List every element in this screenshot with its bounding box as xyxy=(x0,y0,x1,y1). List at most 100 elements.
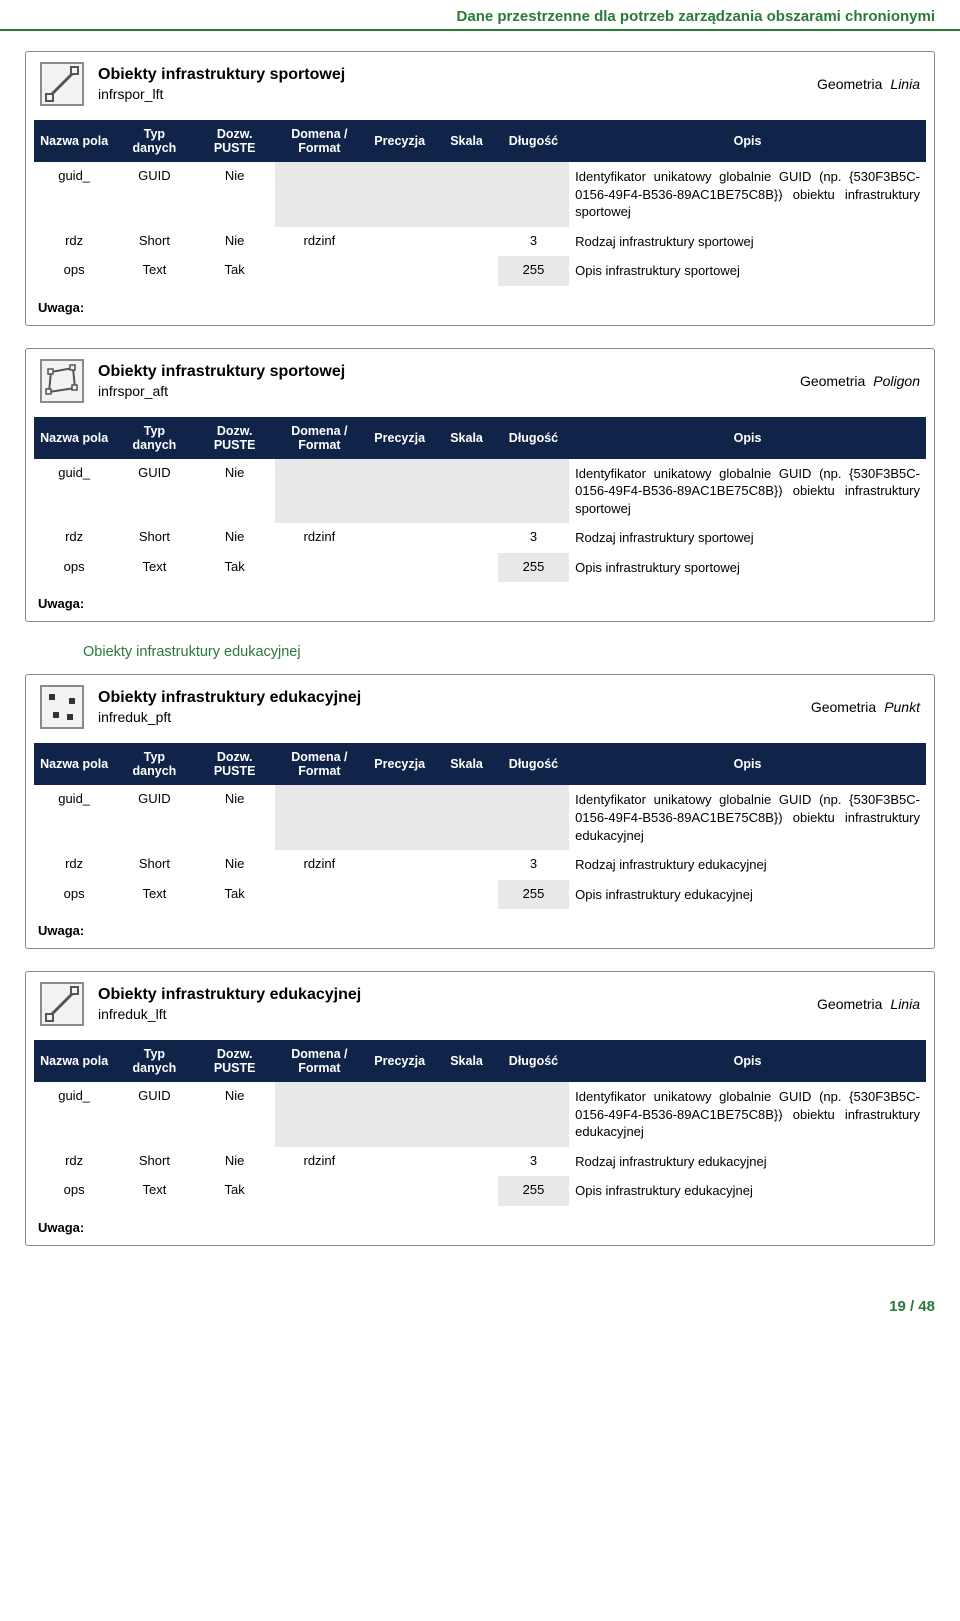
uwaga-label: Uwaga: xyxy=(26,294,934,325)
col-dlugosc: Długość xyxy=(498,417,569,459)
box-header: Obiekty infrastruktury sportowejinfrspor… xyxy=(26,52,934,114)
cell-opis: Opis infrastruktury sportowej xyxy=(569,256,926,286)
geometry-label: Geometria xyxy=(817,76,882,92)
point-geometry-icon xyxy=(40,685,84,729)
box-header: Obiekty infrastruktury edukacyjnejinfred… xyxy=(26,675,934,737)
cell-prec xyxy=(364,1147,435,1177)
cell-skala xyxy=(435,880,497,910)
cell-domena xyxy=(275,880,364,910)
cell-skala xyxy=(435,785,497,850)
table-row: rdzShortNierdzinf3Rodzaj infrastruktury … xyxy=(34,850,926,880)
col-skala: Skala xyxy=(435,743,497,785)
cell-nazwa: rdz xyxy=(34,523,114,553)
col-typ: Typ danych xyxy=(114,417,194,459)
cell-dozw: Tak xyxy=(195,553,275,583)
cell-domena xyxy=(275,162,364,227)
cell-dozw: Nie xyxy=(195,162,275,227)
cell-dozw: Nie xyxy=(195,1147,275,1177)
cell-skala xyxy=(435,1176,497,1206)
col-precyzja: Precyzja xyxy=(364,120,435,162)
cell-typ: Short xyxy=(114,850,194,880)
cell-opis: Identyfikator unikatowy globalnie GUID (… xyxy=(569,785,926,850)
box-titles: Obiekty infrastruktury sportowejinfrspor… xyxy=(98,66,803,102)
geometry-label: Geometria xyxy=(800,373,865,389)
table-row: rdzShortNierdzinf3Rodzaj infrastruktury … xyxy=(34,227,926,257)
cell-skala xyxy=(435,850,497,880)
box-title: Obiekty infrastruktury sportowej xyxy=(98,363,786,381)
page-footer: 19 / 48 xyxy=(0,1268,960,1327)
schema-box: Obiekty infrastruktury edukacyjnejinfred… xyxy=(25,971,935,1246)
col-typ: Typ danych xyxy=(114,1040,194,1082)
cell-domena: rdzinf xyxy=(275,1147,364,1177)
cell-domena xyxy=(275,785,364,850)
cell-dlug: 255 xyxy=(498,1176,569,1206)
geometry-value: Poligon xyxy=(873,373,920,389)
section-title: Obiekty infrastruktury edukacyjnej xyxy=(83,644,935,660)
cell-dlug xyxy=(498,162,569,227)
cell-dozw: Nie xyxy=(195,1082,275,1147)
cell-prec xyxy=(364,1176,435,1206)
cell-typ: GUID xyxy=(114,1082,194,1147)
geometry-label: Geometria xyxy=(811,699,876,715)
table-header-row: Nazwa polaTyp danychDozw. PUSTEDomena / … xyxy=(34,417,926,459)
cell-nazwa: guid_ xyxy=(34,162,114,227)
cell-dlug: 3 xyxy=(498,1147,569,1177)
cell-domena: rdzinf xyxy=(275,850,364,880)
table-header-row: Nazwa polaTyp danychDozw. PUSTEDomena / … xyxy=(34,1040,926,1082)
col-opis: Opis xyxy=(569,1040,926,1082)
cell-typ: Short xyxy=(114,227,194,257)
cell-nazwa: ops xyxy=(34,553,114,583)
cell-domena: rdzinf xyxy=(275,523,364,553)
box-title: Obiekty infrastruktury sportowej xyxy=(98,66,803,84)
table-row: opsTextTak255Opis infrastruktury edukacy… xyxy=(34,880,926,910)
cell-typ: Text xyxy=(114,553,194,583)
cell-typ: Text xyxy=(114,1176,194,1206)
cell-nazwa: guid_ xyxy=(34,785,114,850)
fields-table: Nazwa polaTyp danychDozw. PUSTEDomena / … xyxy=(34,120,926,286)
line-geometry-icon xyxy=(40,982,84,1026)
uwaga-label: Uwaga: xyxy=(26,1214,934,1245)
cell-typ: Short xyxy=(114,1147,194,1177)
col-precyzja: Precyzja xyxy=(364,743,435,785)
cell-nazwa: rdz xyxy=(34,850,114,880)
table-row: opsTextTak255Opis infrastruktury sportow… xyxy=(34,553,926,583)
col-nazwa: Nazwa pola xyxy=(34,417,114,459)
col-dozw: Dozw. PUSTE xyxy=(195,1040,275,1082)
cell-opis: Rodzaj infrastruktury sportowej xyxy=(569,227,926,257)
cell-skala xyxy=(435,162,497,227)
table-row: guid_GUIDNieIdentyfikator unikatowy glob… xyxy=(34,1082,926,1147)
cell-skala xyxy=(435,459,497,524)
col-opis: Opis xyxy=(569,743,926,785)
cell-dozw: Tak xyxy=(195,256,275,286)
col-domena: Domena / Format xyxy=(275,1040,364,1082)
cell-nazwa: ops xyxy=(34,880,114,910)
cell-opis: Opis infrastruktury sportowej xyxy=(569,553,926,583)
cell-dlug: 255 xyxy=(498,880,569,910)
cell-domena: rdzinf xyxy=(275,227,364,257)
col-dlugosc: Długość xyxy=(498,743,569,785)
cell-skala xyxy=(435,1147,497,1177)
col-opis: Opis xyxy=(569,417,926,459)
cell-opis: Rodzaj infrastruktury sportowej xyxy=(569,523,926,553)
table-header-row: Nazwa polaTyp danychDozw. PUSTEDomena / … xyxy=(34,743,926,785)
cell-dozw: Tak xyxy=(195,880,275,910)
cell-nazwa: ops xyxy=(34,256,114,286)
col-domena: Domena / Format xyxy=(275,120,364,162)
cell-dlug: 3 xyxy=(498,227,569,257)
col-precyzja: Precyzja xyxy=(364,417,435,459)
cell-prec xyxy=(364,785,435,850)
cell-prec xyxy=(364,227,435,257)
box-geometry: Geometria Poligon xyxy=(800,373,920,389)
col-skala: Skala xyxy=(435,120,497,162)
box-titles: Obiekty infrastruktury edukacyjnejinfred… xyxy=(98,986,803,1022)
geometry-label: Geometria xyxy=(817,996,882,1012)
cell-skala xyxy=(435,227,497,257)
cell-skala xyxy=(435,523,497,553)
cell-dozw: Nie xyxy=(195,785,275,850)
col-typ: Typ danych xyxy=(114,743,194,785)
schema-box: Obiekty infrastruktury sportowejinfrspor… xyxy=(25,348,935,623)
cell-prec xyxy=(364,880,435,910)
cell-prec xyxy=(364,1082,435,1147)
cell-dozw: Nie xyxy=(195,459,275,524)
box-titles: Obiekty infrastruktury edukacyjnejinfred… xyxy=(98,689,797,725)
